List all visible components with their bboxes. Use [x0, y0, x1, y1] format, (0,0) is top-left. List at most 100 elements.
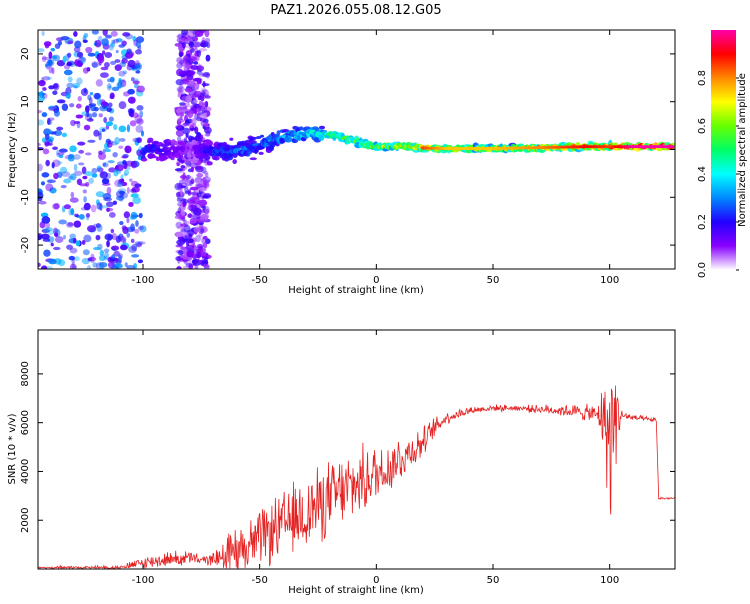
ridge-blob [206, 161, 213, 166]
noise-speckle [78, 214, 85, 220]
noise-speckle [190, 48, 195, 53]
noise-speckle [67, 52, 72, 58]
noise-speckle [175, 124, 182, 130]
ridge-blob [140, 157, 148, 162]
noise-speckle [202, 248, 206, 253]
noise-speckle [176, 62, 183, 69]
noise-speckle [73, 154, 81, 160]
snr-series-line [38, 385, 675, 569]
noise-speckle [91, 173, 98, 178]
noise-speckle [96, 98, 102, 106]
noise-speckle [65, 221, 74, 228]
noise-speckle [111, 254, 116, 260]
noise-speckle [135, 124, 144, 133]
noise-speckle [83, 196, 87, 203]
noise-speckle [201, 260, 205, 265]
noise-speckle [194, 179, 204, 185]
noise-speckle [69, 173, 77, 181]
noise-speckle [103, 197, 113, 202]
noise-speckle [174, 215, 182, 220]
noise-speckle [180, 80, 187, 85]
noise-speckle [179, 59, 184, 65]
noise-speckle [115, 190, 125, 198]
noise-speckle [102, 148, 106, 154]
noise-speckle [179, 188, 183, 196]
noise-speckle [102, 162, 109, 168]
noise-speckle [178, 159, 185, 163]
noise-speckle [187, 206, 192, 211]
noise-speckle [114, 179, 122, 188]
noise-speckle [93, 247, 101, 251]
noise-speckle [43, 41, 52, 47]
noise-speckle [203, 242, 208, 249]
noise-speckle [122, 32, 131, 37]
noise-speckle [48, 65, 53, 74]
noise-speckle [175, 129, 184, 137]
noise-speckle [177, 207, 182, 215]
noise-speckle [86, 118, 94, 122]
noise-speckle [196, 173, 204, 178]
spectrogram-y-label: Frequency (Hz) [7, 112, 18, 188]
ridge-blob [160, 143, 167, 148]
noise-speckle [40, 77, 45, 84]
noise-speckle [202, 205, 206, 211]
noise-speckle [45, 222, 50, 230]
noise-speckle [68, 255, 76, 261]
ridge-blob [191, 139, 196, 143]
noise-speckle [111, 233, 117, 241]
noise-speckle [105, 121, 113, 127]
noise-speckle [44, 227, 54, 232]
noise-speckle [201, 72, 210, 77]
noise-speckle [128, 201, 134, 207]
noise-speckle [62, 235, 66, 240]
spectrogram-marks [38, 30, 675, 269]
noise-speckle [181, 216, 186, 222]
noise-speckle [122, 91, 130, 97]
noise-speckle [83, 234, 92, 243]
noise-speckle [53, 130, 63, 136]
noise-speckle [47, 76, 52, 80]
noise-speckle [137, 241, 146, 245]
noise-speckle [87, 225, 96, 233]
noise-speckle [104, 62, 110, 68]
noise-speckle [119, 235, 127, 243]
noise-speckle [179, 104, 188, 110]
noise-speckle [127, 59, 136, 68]
noise-speckle [193, 99, 198, 104]
noise-speckle [136, 118, 144, 125]
noise-speckle [43, 128, 53, 135]
noise-speckle [106, 207, 110, 212]
noise-speckle [58, 148, 68, 153]
noise-speckle [182, 41, 186, 49]
noise-speckle [182, 203, 186, 208]
spectrogram-y-ticks: -20 -10 0 10 20 [20, 48, 675, 253]
noise-speckle [176, 86, 185, 93]
noise-speckle [179, 118, 185, 123]
noise-speckle [191, 117, 197, 125]
noise-speckle [181, 30, 189, 36]
noise-speckle [102, 162, 107, 167]
noise-speckle [189, 186, 199, 191]
noise-speckle [122, 226, 129, 235]
noise-speckle [41, 216, 51, 224]
noise-speckle [131, 112, 140, 118]
noise-speckle [73, 163, 78, 172]
noise-speckle [73, 31, 78, 37]
noise-speckle [40, 233, 50, 240]
noise-speckle [185, 174, 191, 180]
noise-speckle [109, 76, 115, 83]
noise-speckle [38, 234, 42, 241]
noise-speckle [41, 112, 48, 118]
noise-speckle [204, 100, 209, 108]
noise-speckle [61, 171, 71, 177]
noise-speckle [38, 119, 45, 126]
noise-speckle [91, 62, 98, 68]
y-tick-label: -20 [20, 237, 31, 253]
noise-speckle [122, 160, 127, 165]
noise-speckle [192, 41, 201, 48]
noise-speckle [88, 177, 95, 184]
noise-speckle [87, 94, 92, 101]
noise-speckle [108, 116, 114, 122]
noise-speckle [69, 247, 78, 254]
noise-speckle [204, 95, 211, 99]
